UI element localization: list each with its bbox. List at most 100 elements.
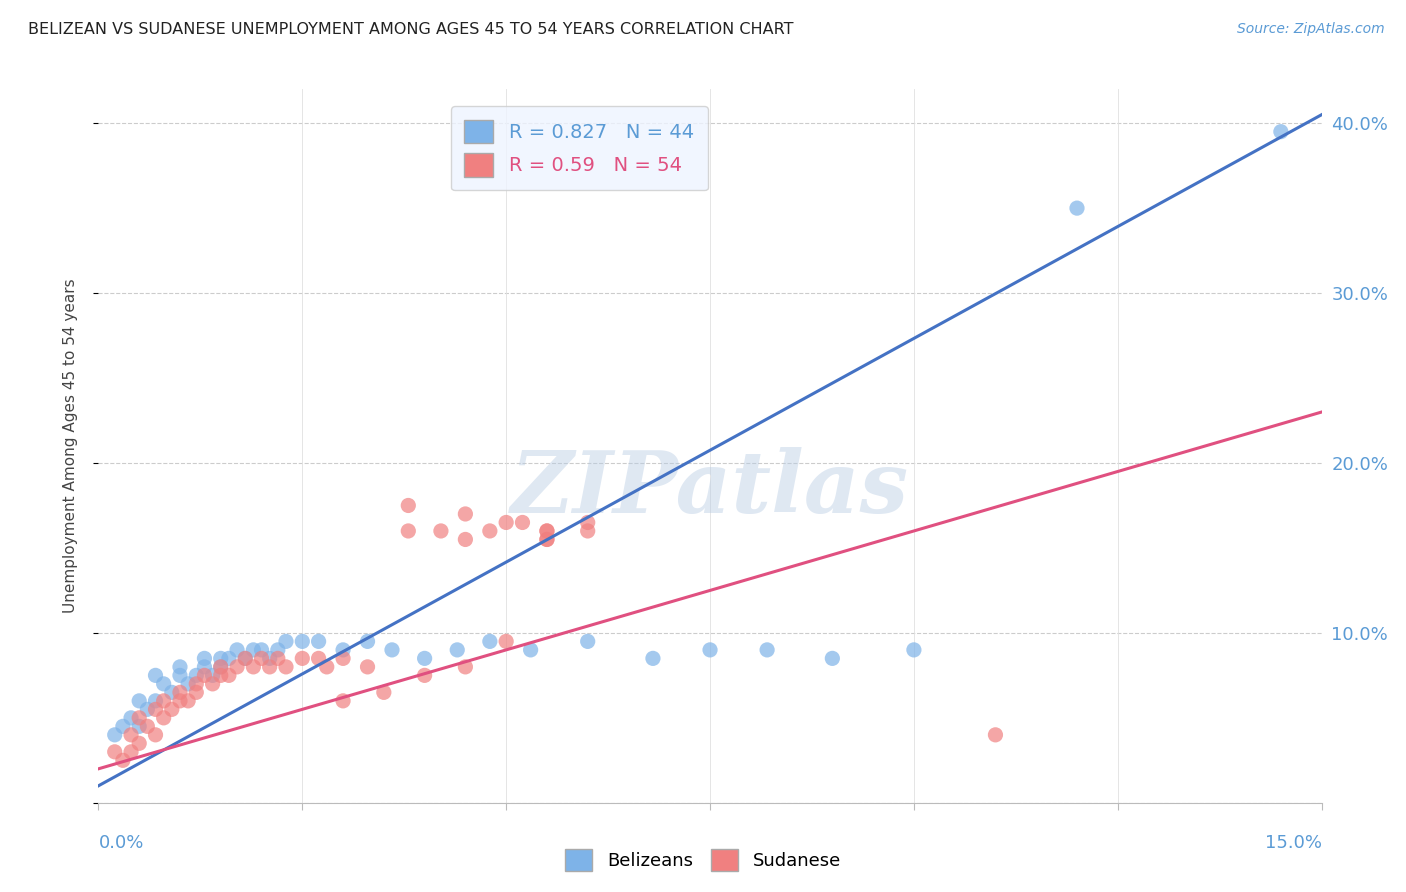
Point — [209, 660, 232, 674]
Point — [177, 677, 200, 691]
Point — [193, 651, 215, 665]
Point — [576, 524, 599, 538]
Point — [821, 651, 844, 665]
Point — [186, 677, 208, 691]
Point — [478, 524, 501, 538]
Point — [120, 745, 142, 759]
Point — [454, 507, 477, 521]
Point — [512, 516, 534, 530]
Point — [186, 668, 208, 682]
Point — [430, 524, 453, 538]
Y-axis label: Unemployment Among Ages 45 to 54 years: Unemployment Among Ages 45 to 54 years — [63, 278, 77, 614]
Point — [396, 524, 419, 538]
Point — [536, 533, 558, 547]
Point — [209, 660, 232, 674]
Point — [226, 643, 249, 657]
Point — [226, 660, 249, 674]
Point — [169, 660, 191, 674]
Point — [536, 533, 558, 547]
Text: BELIZEAN VS SUDANESE UNEMPLOYMENT AMONG AGES 45 TO 54 YEARS CORRELATION CHART: BELIZEAN VS SUDANESE UNEMPLOYMENT AMONG … — [28, 22, 793, 37]
Text: Source: ZipAtlas.com: Source: ZipAtlas.com — [1237, 22, 1385, 37]
Point — [193, 660, 215, 674]
Point — [495, 516, 517, 530]
Point — [495, 634, 517, 648]
Point — [356, 634, 378, 648]
Point — [111, 753, 134, 767]
Point — [145, 668, 167, 682]
Point — [152, 711, 174, 725]
Point — [291, 651, 314, 665]
Point — [128, 736, 150, 750]
Point — [274, 660, 297, 674]
Point — [332, 651, 354, 665]
Point — [152, 694, 174, 708]
Point — [756, 643, 779, 657]
Point — [201, 677, 224, 691]
Point — [209, 651, 232, 665]
Point — [250, 643, 273, 657]
Point — [396, 499, 419, 513]
Point — [160, 685, 183, 699]
Point — [111, 719, 134, 733]
Legend: R = 0.827   N = 44, R = 0.59   N = 54: R = 0.827 N = 44, R = 0.59 N = 54 — [451, 106, 707, 191]
Point — [120, 711, 142, 725]
Text: ZIPatlas: ZIPatlas — [510, 447, 910, 531]
Point — [641, 651, 664, 665]
Point — [536, 524, 558, 538]
Point — [233, 651, 256, 665]
Point — [373, 685, 395, 699]
Legend: Belizeans, Sudanese: Belizeans, Sudanese — [558, 842, 848, 879]
Point — [169, 668, 191, 682]
Point — [128, 694, 150, 708]
Point — [903, 643, 925, 657]
Point — [332, 694, 354, 708]
Point — [218, 668, 240, 682]
Point — [201, 668, 224, 682]
Point — [136, 702, 159, 716]
Point — [267, 651, 290, 665]
Point — [193, 668, 215, 682]
Point — [169, 694, 191, 708]
Point — [128, 711, 150, 725]
Point — [233, 651, 256, 665]
Point — [177, 694, 200, 708]
Point — [536, 524, 558, 538]
Point — [186, 685, 208, 699]
Point — [250, 651, 273, 665]
Point — [381, 643, 404, 657]
Point — [120, 728, 142, 742]
Point — [332, 643, 354, 657]
Point — [576, 516, 599, 530]
Point — [145, 702, 167, 716]
Point — [242, 643, 264, 657]
Point — [984, 728, 1007, 742]
Point — [413, 651, 436, 665]
Point — [209, 668, 232, 682]
Point — [104, 728, 127, 742]
Point — [356, 660, 378, 674]
Point — [152, 677, 174, 691]
Point — [1066, 201, 1088, 215]
Point — [104, 745, 127, 759]
Point — [145, 728, 167, 742]
Point — [315, 660, 337, 674]
Point — [242, 660, 264, 674]
Point — [136, 719, 159, 733]
Point — [259, 660, 281, 674]
Text: 15.0%: 15.0% — [1264, 834, 1322, 852]
Point — [274, 634, 297, 648]
Point — [1270, 125, 1292, 139]
Point — [308, 651, 330, 665]
Point — [160, 702, 183, 716]
Point — [267, 643, 290, 657]
Point — [446, 643, 468, 657]
Point — [699, 643, 721, 657]
Point — [519, 643, 541, 657]
Point — [145, 694, 167, 708]
Point — [169, 685, 191, 699]
Point — [259, 651, 281, 665]
Point — [218, 651, 240, 665]
Point — [128, 719, 150, 733]
Point — [291, 634, 314, 648]
Text: 0.0%: 0.0% — [98, 834, 143, 852]
